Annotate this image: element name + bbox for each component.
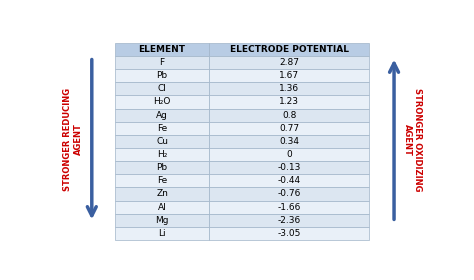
Bar [115, 109, 209, 122]
Text: 0.8: 0.8 [282, 111, 296, 120]
Bar [209, 135, 369, 148]
Bar [115, 187, 209, 200]
Text: -0.76: -0.76 [277, 190, 301, 199]
Bar [209, 148, 369, 161]
Bar [115, 69, 209, 82]
Bar [209, 122, 369, 135]
Text: Cl: Cl [158, 84, 166, 93]
Text: Pb: Pb [156, 163, 168, 172]
Text: -2.36: -2.36 [278, 216, 301, 225]
Text: 1.67: 1.67 [279, 71, 299, 80]
Bar [209, 161, 369, 174]
Bar [115, 56, 209, 69]
Text: -1.66: -1.66 [277, 203, 301, 212]
Bar [115, 135, 209, 148]
Bar [209, 43, 369, 56]
Bar [115, 200, 209, 214]
Text: Mg: Mg [155, 216, 169, 225]
Text: Li: Li [158, 229, 166, 238]
Bar [209, 109, 369, 122]
Text: 0.34: 0.34 [279, 137, 299, 146]
Bar [115, 148, 209, 161]
Bar [209, 200, 369, 214]
Text: H₂: H₂ [157, 150, 167, 159]
Text: Cu: Cu [156, 137, 168, 146]
Bar [115, 95, 209, 109]
Text: -0.44: -0.44 [278, 176, 301, 185]
Text: H₂O: H₂O [154, 97, 171, 106]
Text: Fe: Fe [157, 176, 167, 185]
Bar [115, 122, 209, 135]
Bar [115, 174, 209, 187]
Bar [209, 69, 369, 82]
Bar [115, 161, 209, 174]
Bar [209, 227, 369, 240]
Text: Fe: Fe [157, 124, 167, 133]
Text: 2.87: 2.87 [279, 58, 299, 67]
Text: STRONGER REDUCING
AGENT: STRONGER REDUCING AGENT [64, 88, 83, 191]
Text: F: F [160, 58, 164, 67]
Text: -0.13: -0.13 [277, 163, 301, 172]
Text: -3.05: -3.05 [277, 229, 301, 238]
Text: Ag: Ag [156, 111, 168, 120]
Bar [209, 187, 369, 200]
Bar [209, 174, 369, 187]
Text: 0: 0 [286, 150, 292, 159]
Bar [115, 227, 209, 240]
Text: ELEMENT: ELEMENT [138, 45, 186, 54]
Text: Zn: Zn [156, 190, 168, 199]
Text: 0.77: 0.77 [279, 124, 299, 133]
Bar [209, 214, 369, 227]
Text: STRONGER OXIDIZING
AGENT: STRONGER OXIDIZING AGENT [403, 88, 422, 191]
Bar [209, 56, 369, 69]
Bar [115, 82, 209, 95]
Bar [209, 82, 369, 95]
Text: Al: Al [158, 203, 166, 212]
Text: 1.23: 1.23 [279, 97, 299, 106]
Text: ELECTRODE POTENTIAL: ELECTRODE POTENTIAL [230, 45, 349, 54]
Bar [115, 43, 209, 56]
Bar [209, 95, 369, 109]
Text: Pb: Pb [156, 71, 168, 80]
Bar [115, 214, 209, 227]
Text: 1.36: 1.36 [279, 84, 299, 93]
